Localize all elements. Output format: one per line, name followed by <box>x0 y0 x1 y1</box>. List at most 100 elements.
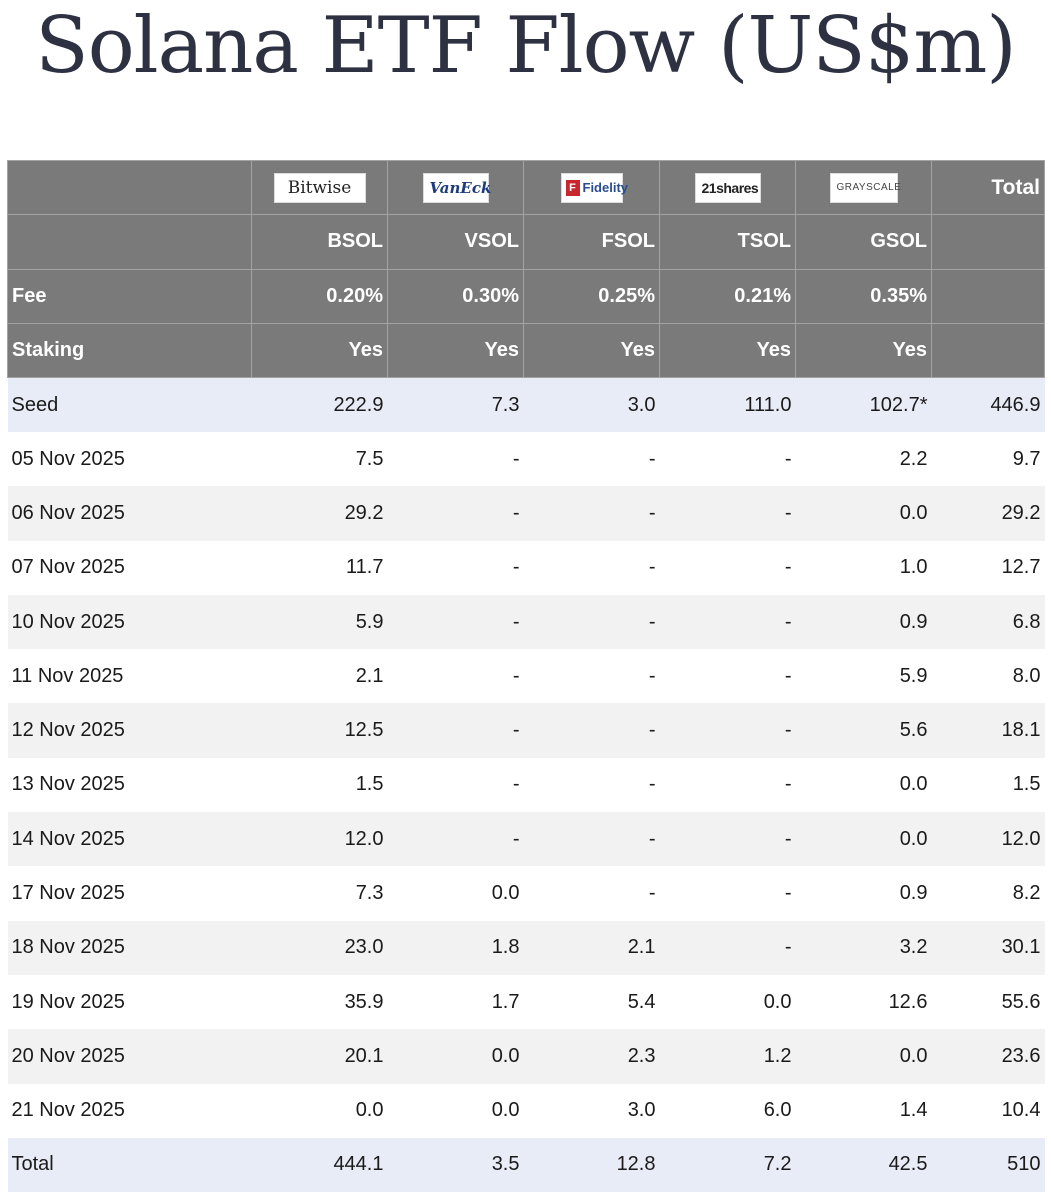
flow-value-cell: 5.9 <box>251 594 388 650</box>
flow-value-cell: 1.5 <box>251 757 388 813</box>
flow-value-cell: - <box>659 757 796 813</box>
row-label: Total <box>7 1137 252 1193</box>
flow-value-cell: - <box>659 703 796 758</box>
flow-value-cell: - <box>659 812 796 867</box>
row-label: 20 Nov 2025 <box>7 1029 252 1084</box>
fee-total-cell <box>931 268 1045 324</box>
table-row: 06 Nov 2025 29.2- - -0.0 29.2 <box>7 486 1045 541</box>
flow-value-cell: 0.0 <box>795 1029 932 1084</box>
flow-value-cell: 3.0 <box>523 377 660 432</box>
flow-value-cell: - <box>659 540 796 595</box>
flow-value-cell: 20.1 <box>251 1029 388 1084</box>
flow-value-cell: 444.1 <box>251 1137 388 1193</box>
flow-value-cell: - <box>523 594 660 650</box>
ticker-header-row: BSOL VSOL FSOL TSOL GSOL <box>7 214 1045 270</box>
flow-value-cell: - <box>523 649 660 704</box>
flow-value-cell: - <box>523 703 660 758</box>
fee-cell: 0.20% <box>251 268 388 324</box>
flow-value-cell: - <box>387 649 524 704</box>
flow-value-cell: 3.2 <box>795 920 932 975</box>
row-label: 13 Nov 2025 <box>7 757 252 813</box>
flow-value-cell: - <box>387 431 524 487</box>
fidelity-logo-text: Fidelity <box>582 179 629 195</box>
flow-value-cell: 7.2 <box>659 1137 796 1193</box>
ticker-cell: FSOL <box>523 214 660 270</box>
header-bitwise-cell: Bitwise <box>251 159 388 216</box>
ticker-cell: TSOL <box>659 214 796 270</box>
flow-value-cell: 0.9 <box>795 866 932 921</box>
row-total-cell: 6.8 <box>931 594 1045 650</box>
fee-header-row: Fee 0.20% 0.30% 0.25% 0.21% 0.35% <box>7 268 1045 324</box>
staking-cell: Yes <box>251 322 388 379</box>
row-label: 17 Nov 2025 <box>7 866 252 921</box>
flow-value-cell: 0.0 <box>795 757 932 813</box>
row-total-cell: 55.6 <box>931 974 1045 1030</box>
grayscale-logo-icon: GRAYSCALE <box>829 172 901 203</box>
row-label: 10 Nov 2025 <box>7 594 252 650</box>
row-total-cell: 8.2 <box>931 866 1045 921</box>
flow-value-cell: - <box>387 594 524 650</box>
flow-value-cell: 1.2 <box>659 1029 796 1084</box>
flow-value-cell: 0.0 <box>251 1083 388 1138</box>
table-row: 12 Nov 2025 12.5- - -5.6 18.1 <box>7 703 1045 758</box>
flow-value-cell: 42.5 <box>795 1137 932 1193</box>
staking-cell: Yes <box>387 322 524 379</box>
flow-value-cell: - <box>387 486 524 541</box>
table-row: 14 Nov 2025 12.0- - -0.0 12.0 <box>7 812 1045 867</box>
flow-value-cell: 102.7* <box>795 377 932 432</box>
table-row: 21 Nov 2025 0.0 0.0 3.0 6.0 1.4 10.4 <box>7 1083 1045 1138</box>
flow-value-cell: 7.5 <box>251 431 388 487</box>
flow-value-cell: 2.3 <box>523 1029 660 1084</box>
flow-value-cell: 0.9 <box>795 594 932 650</box>
header-21shares-cell: 21shares <box>659 159 796 216</box>
flow-value-cell: - <box>387 540 524 595</box>
fee-cell: 0.30% <box>387 268 524 324</box>
flow-value-cell: 5.4 <box>523 974 660 1030</box>
staking-total-cell <box>931 322 1045 379</box>
flow-value-cell: - <box>659 649 796 704</box>
fidelity-logo-icon: F Fidelity <box>560 172 628 203</box>
row-total-cell: 30.1 <box>931 920 1045 975</box>
row-total-cell: 8.0 <box>931 649 1045 704</box>
ticker-cell: BSOL <box>251 214 388 270</box>
ticker-cell: GSOL <box>795 214 932 270</box>
flow-value-cell: 0.0 <box>387 866 524 921</box>
staking-row-label: Staking <box>7 322 252 379</box>
flow-value-cell: 5.9 <box>795 649 932 704</box>
row-label: 12 Nov 2025 <box>7 703 252 758</box>
staking-cell: Yes <box>659 322 796 379</box>
fidelity-mark-icon: F <box>565 180 580 197</box>
row-total-cell: 446.9 <box>931 377 1045 432</box>
flow-value-cell: 2.1 <box>523 920 660 975</box>
header-corner-cell <box>7 159 252 216</box>
flow-value-cell: - <box>659 594 796 650</box>
flow-value-cell: 1.0 <box>795 540 932 595</box>
fee-cell: 0.21% <box>659 268 796 324</box>
flow-value-cell: 0.0 <box>795 486 932 541</box>
row-total-cell: 9.7 <box>931 431 1045 487</box>
row-label: 21 Nov 2025 <box>7 1083 252 1138</box>
table-row: 07 Nov 2025 11.7- - -1.0 12.7 <box>7 540 1045 595</box>
flow-value-cell: 12.5 <box>251 703 388 758</box>
row-total-cell: 10.4 <box>931 1083 1045 1138</box>
flow-value-cell: 35.9 <box>251 974 388 1030</box>
flow-value-cell: - <box>659 920 796 975</box>
table-row: 19 Nov 2025 35.9 1.7 5.4 0.0 12.6 55.6 <box>7 974 1045 1030</box>
row-label: 07 Nov 2025 <box>7 540 252 595</box>
flow-value-cell: 29.2 <box>251 486 388 541</box>
staking-cell: Yes <box>795 322 932 379</box>
flow-value-cell: 7.3 <box>387 377 524 432</box>
row-total-cell: 1.5 <box>931 757 1045 813</box>
row-label: 06 Nov 2025 <box>7 486 252 541</box>
flow-value-cell: 3.5 <box>387 1137 524 1193</box>
flow-value-cell: 11.7 <box>251 540 388 595</box>
row-label: 19 Nov 2025 <box>7 974 252 1030</box>
row-label: 14 Nov 2025 <box>7 812 252 867</box>
21shares-logo-icon: 21shares <box>694 172 761 203</box>
flow-value-cell: 111.0 <box>659 377 796 432</box>
table-row: 18 Nov 2025 23.0 1.8 2.1-3.2 30.1 <box>7 920 1045 975</box>
staking-cell: Yes <box>523 322 660 379</box>
row-label: 11 Nov 2025 <box>7 649 252 704</box>
row-total-cell: 12.0 <box>931 812 1045 867</box>
flow-value-cell: 12.6 <box>795 974 932 1030</box>
